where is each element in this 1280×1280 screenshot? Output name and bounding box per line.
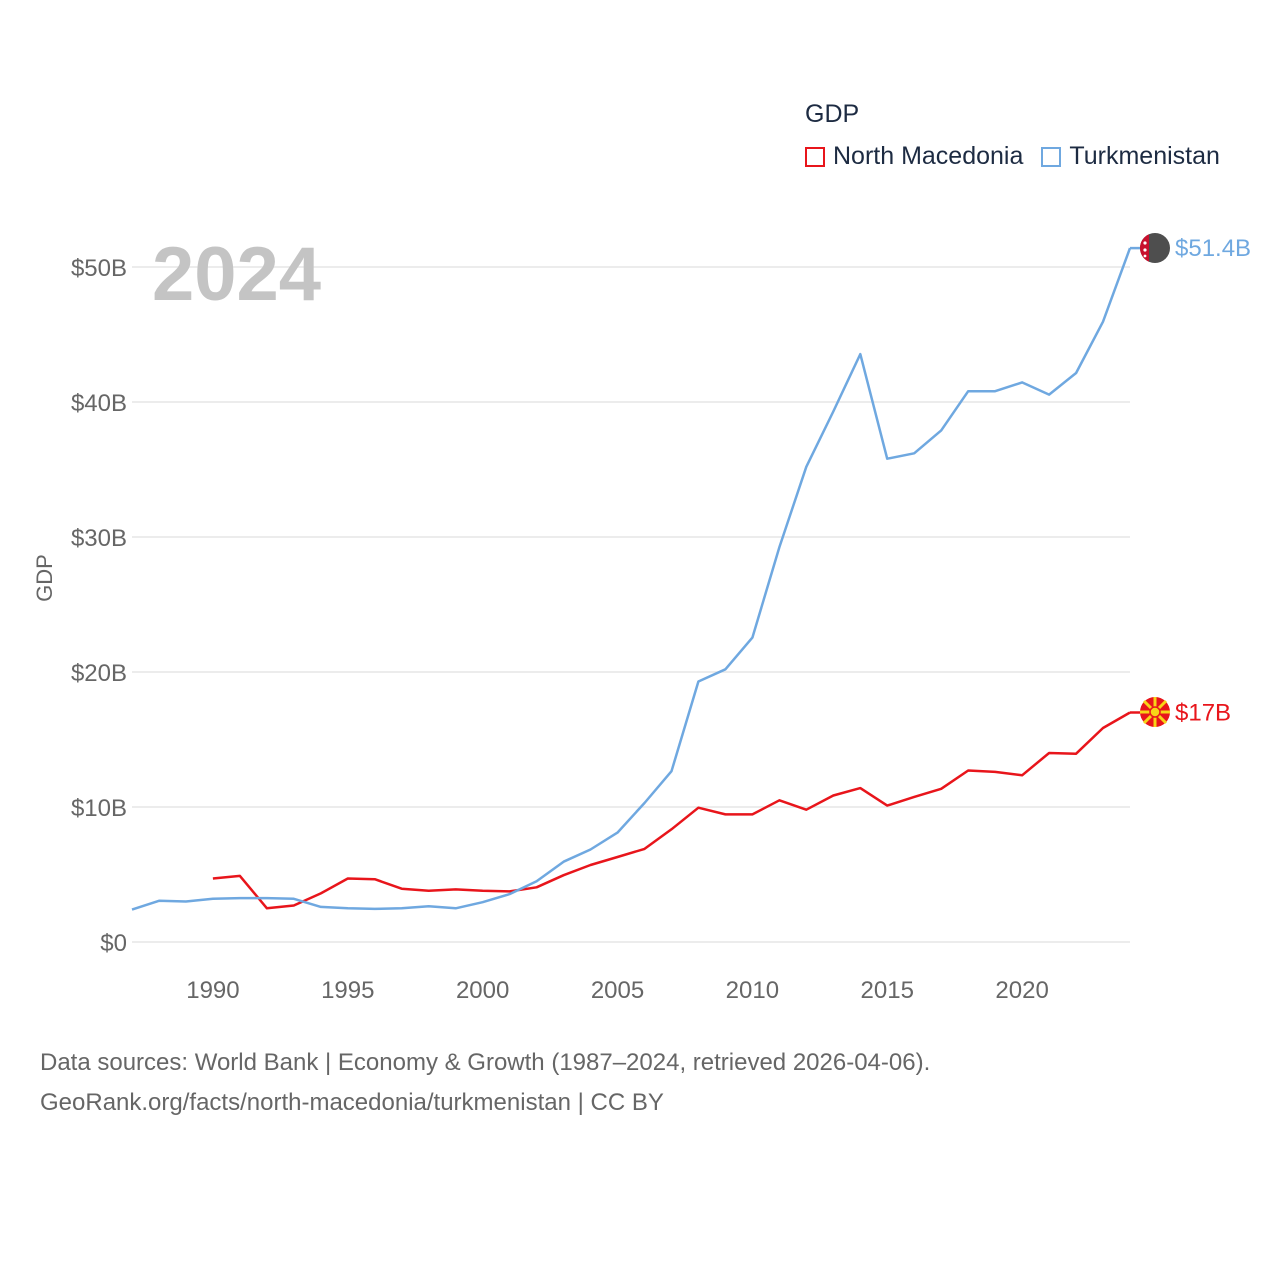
grid-lines xyxy=(132,266,1130,943)
y-tick-label: $30B xyxy=(71,525,127,552)
x-tick-label: 2015 xyxy=(861,977,914,1004)
x-tick-label: 1995 xyxy=(321,977,374,1004)
legend-swatch-north-macedonia xyxy=(805,146,825,167)
y-axis-label: GDP xyxy=(32,554,57,602)
legend-item-turkmenistan[interactable]: Turkmenistan xyxy=(1041,142,1220,171)
end-markers xyxy=(1140,233,1170,727)
y-tick-label: $0 xyxy=(100,930,127,957)
legend-label-turkmenistan: Turkmenistan xyxy=(1069,142,1220,170)
end-value-label-north-macedonia: $17B xyxy=(1175,700,1231,727)
y-tick-label: $40B xyxy=(71,390,127,417)
y-tick-label: $10B xyxy=(71,795,127,822)
legend-title: GDP xyxy=(805,100,860,128)
x-tick-label: 2020 xyxy=(995,977,1048,1004)
north-macedonia-flag-icon xyxy=(1140,697,1170,727)
y-tick-label: $50B xyxy=(71,255,127,282)
year-label: 2024 xyxy=(152,232,321,317)
footer-link[interactable]: GeoRank.org/facts/north-macedonia/turkme… xyxy=(40,1089,664,1116)
series-lines xyxy=(131,246,1140,911)
y-tick-label: $20B xyxy=(71,660,127,687)
x-axis-ticks: 1990 1995 2000 2005 2010 2015 2020 xyxy=(186,977,1049,1004)
x-tick-label: 2000 xyxy=(456,977,509,1004)
footer: Data sources: World Bank | Economy & Gro… xyxy=(40,1043,930,1123)
y-axis-ticks: $0 $10B $20B $30B $40B $50B xyxy=(71,255,127,957)
footer-sources: Data sources: World Bank | Economy & Gro… xyxy=(40,1049,931,1076)
end-value-label-turkmenistan: $51.4B xyxy=(1175,235,1251,262)
x-tick-label: 1990 xyxy=(186,977,239,1004)
x-tick-label: 2005 xyxy=(591,977,644,1004)
turkmenistan-flag-icon xyxy=(1140,233,1170,263)
end-labels: $17B $51.4B xyxy=(1175,235,1251,726)
x-tick-label: 2010 xyxy=(726,977,779,1004)
series-line-north-macedonia xyxy=(212,711,1131,910)
legend-swatch-turkmenistan xyxy=(1041,146,1062,167)
series-line-turkmenistan xyxy=(131,247,1132,911)
legend-label-north-macedonia: North Macedonia xyxy=(833,142,1024,170)
legend-item-north-macedonia[interactable]: North Macedonia xyxy=(805,142,1023,171)
legend: North Macedonia Turkmenistan xyxy=(805,142,1238,171)
